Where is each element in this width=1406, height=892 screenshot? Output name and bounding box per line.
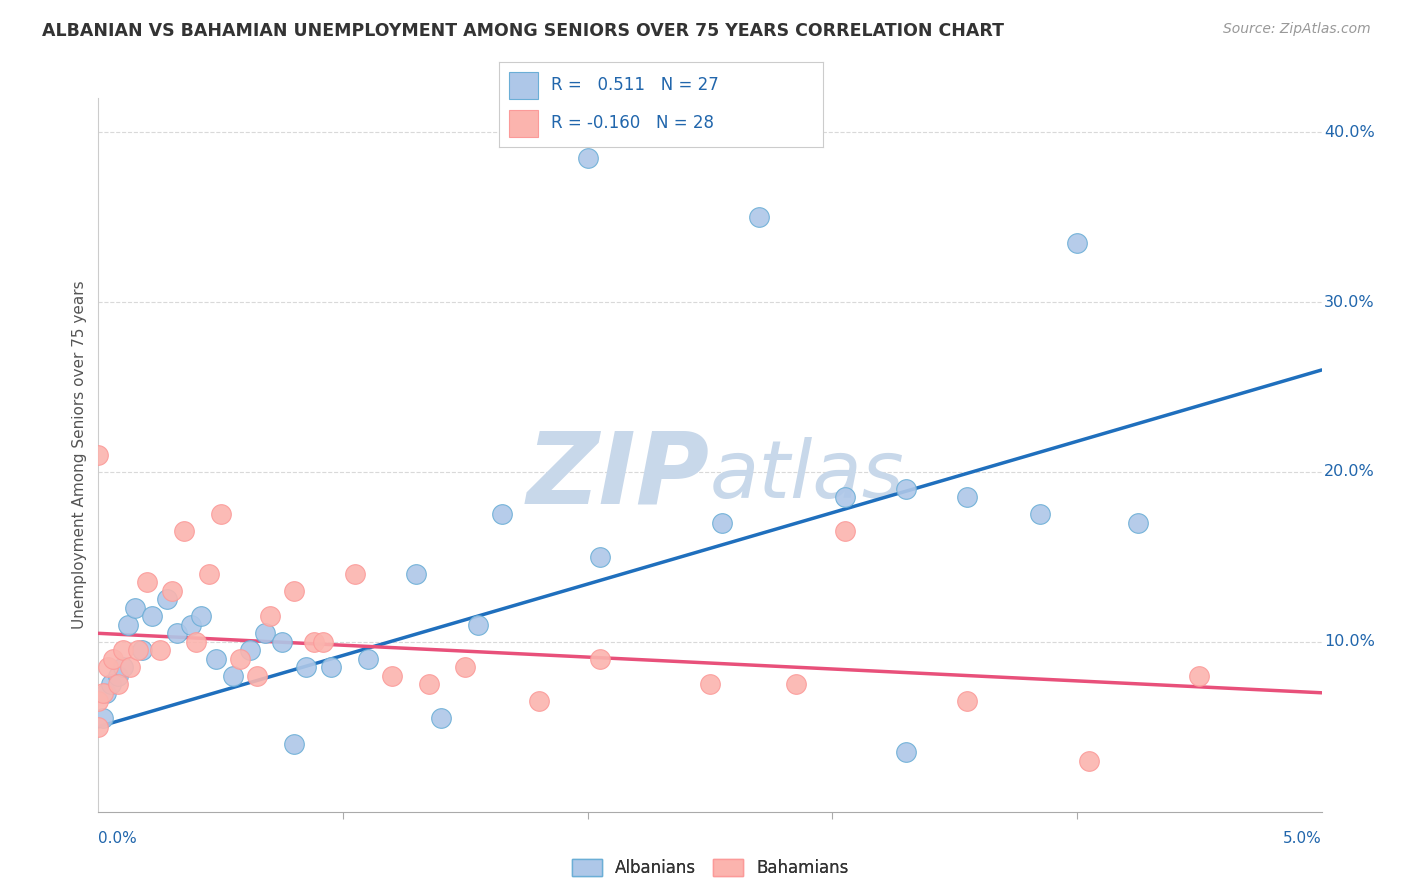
- Point: [209, 508, 232, 522]
- Text: R =   0.511   N = 27: R = 0.511 N = 27: [551, 77, 718, 95]
- Point: [117, 617, 139, 632]
- Point: [141, 609, 163, 624]
- Point: [239, 643, 262, 657]
- Point: [205, 652, 228, 666]
- Point: [302, 635, 325, 649]
- Point: [270, 635, 294, 649]
- Point: [259, 609, 281, 624]
- Point: [111, 643, 134, 657]
- Point: [120, 660, 142, 674]
- Point: [699, 677, 721, 691]
- Point: [711, 516, 734, 530]
- Point: [956, 694, 979, 708]
- Point: [381, 669, 404, 683]
- Text: ZIP: ZIP: [527, 428, 710, 524]
- Text: R = -0.160   N = 28: R = -0.160 N = 28: [551, 114, 714, 132]
- Point: [894, 745, 917, 759]
- Point: [491, 508, 513, 522]
- Point: [894, 482, 917, 496]
- Point: [97, 660, 120, 674]
- Text: 0.0%: 0.0%: [98, 831, 138, 846]
- Point: [173, 524, 195, 539]
- Point: [131, 643, 153, 657]
- Point: [1188, 669, 1211, 683]
- Point: [197, 566, 219, 581]
- Point: [253, 626, 276, 640]
- Point: [748, 210, 770, 224]
- Point: [180, 617, 202, 632]
- Point: [160, 583, 183, 598]
- Point: [576, 151, 599, 165]
- Text: 10.0%: 10.0%: [1324, 634, 1375, 649]
- Point: [166, 626, 188, 640]
- Point: [87, 694, 110, 708]
- Point: [589, 652, 612, 666]
- Text: Source: ZipAtlas.com: Source: ZipAtlas.com: [1223, 22, 1371, 37]
- Text: atlas: atlas: [710, 437, 905, 516]
- Text: 20.0%: 20.0%: [1324, 465, 1375, 479]
- Point: [156, 592, 179, 607]
- Point: [101, 652, 124, 666]
- Point: [283, 737, 305, 751]
- Point: [87, 448, 110, 462]
- Point: [834, 524, 856, 539]
- Point: [186, 635, 208, 649]
- Point: [1128, 516, 1150, 530]
- Text: 40.0%: 40.0%: [1324, 125, 1375, 140]
- Point: [956, 491, 979, 505]
- Point: [111, 660, 134, 674]
- Point: [527, 694, 550, 708]
- Point: [344, 566, 367, 581]
- Point: [222, 669, 245, 683]
- Bar: [509, 71, 538, 99]
- Point: [312, 635, 335, 649]
- Text: ALBANIAN VS BAHAMIAN UNEMPLOYMENT AMONG SENIORS OVER 75 YEARS CORRELATION CHART: ALBANIAN VS BAHAMIAN UNEMPLOYMENT AMONG …: [42, 22, 1004, 40]
- Point: [100, 677, 122, 691]
- Point: [149, 643, 172, 657]
- Point: [283, 583, 305, 598]
- Text: 5.0%: 5.0%: [1282, 831, 1322, 846]
- Point: [91, 686, 114, 700]
- Point: [834, 491, 856, 505]
- Point: [295, 660, 318, 674]
- Point: [454, 660, 477, 674]
- Point: [190, 609, 212, 624]
- Point: [107, 677, 129, 691]
- Point: [1078, 754, 1101, 768]
- Point: [1029, 508, 1052, 522]
- Bar: [509, 110, 538, 137]
- Legend: Albanians, Bahamians: Albanians, Bahamians: [564, 851, 856, 886]
- Point: [91, 711, 114, 725]
- Point: [467, 617, 489, 632]
- Point: [107, 669, 129, 683]
- Point: [405, 566, 427, 581]
- Point: [87, 720, 110, 734]
- Text: 30.0%: 30.0%: [1324, 294, 1375, 310]
- Point: [136, 575, 159, 590]
- Point: [1066, 235, 1088, 250]
- Point: [246, 669, 269, 683]
- Point: [589, 549, 612, 564]
- Point: [430, 711, 453, 725]
- Point: [418, 677, 440, 691]
- Point: [229, 652, 252, 666]
- Point: [356, 652, 378, 666]
- Y-axis label: Unemployment Among Seniors over 75 years: Unemployment Among Seniors over 75 years: [72, 281, 87, 629]
- Point: [785, 677, 807, 691]
- Point: [94, 686, 117, 700]
- Point: [127, 643, 149, 657]
- Point: [319, 660, 342, 674]
- Point: [124, 600, 146, 615]
